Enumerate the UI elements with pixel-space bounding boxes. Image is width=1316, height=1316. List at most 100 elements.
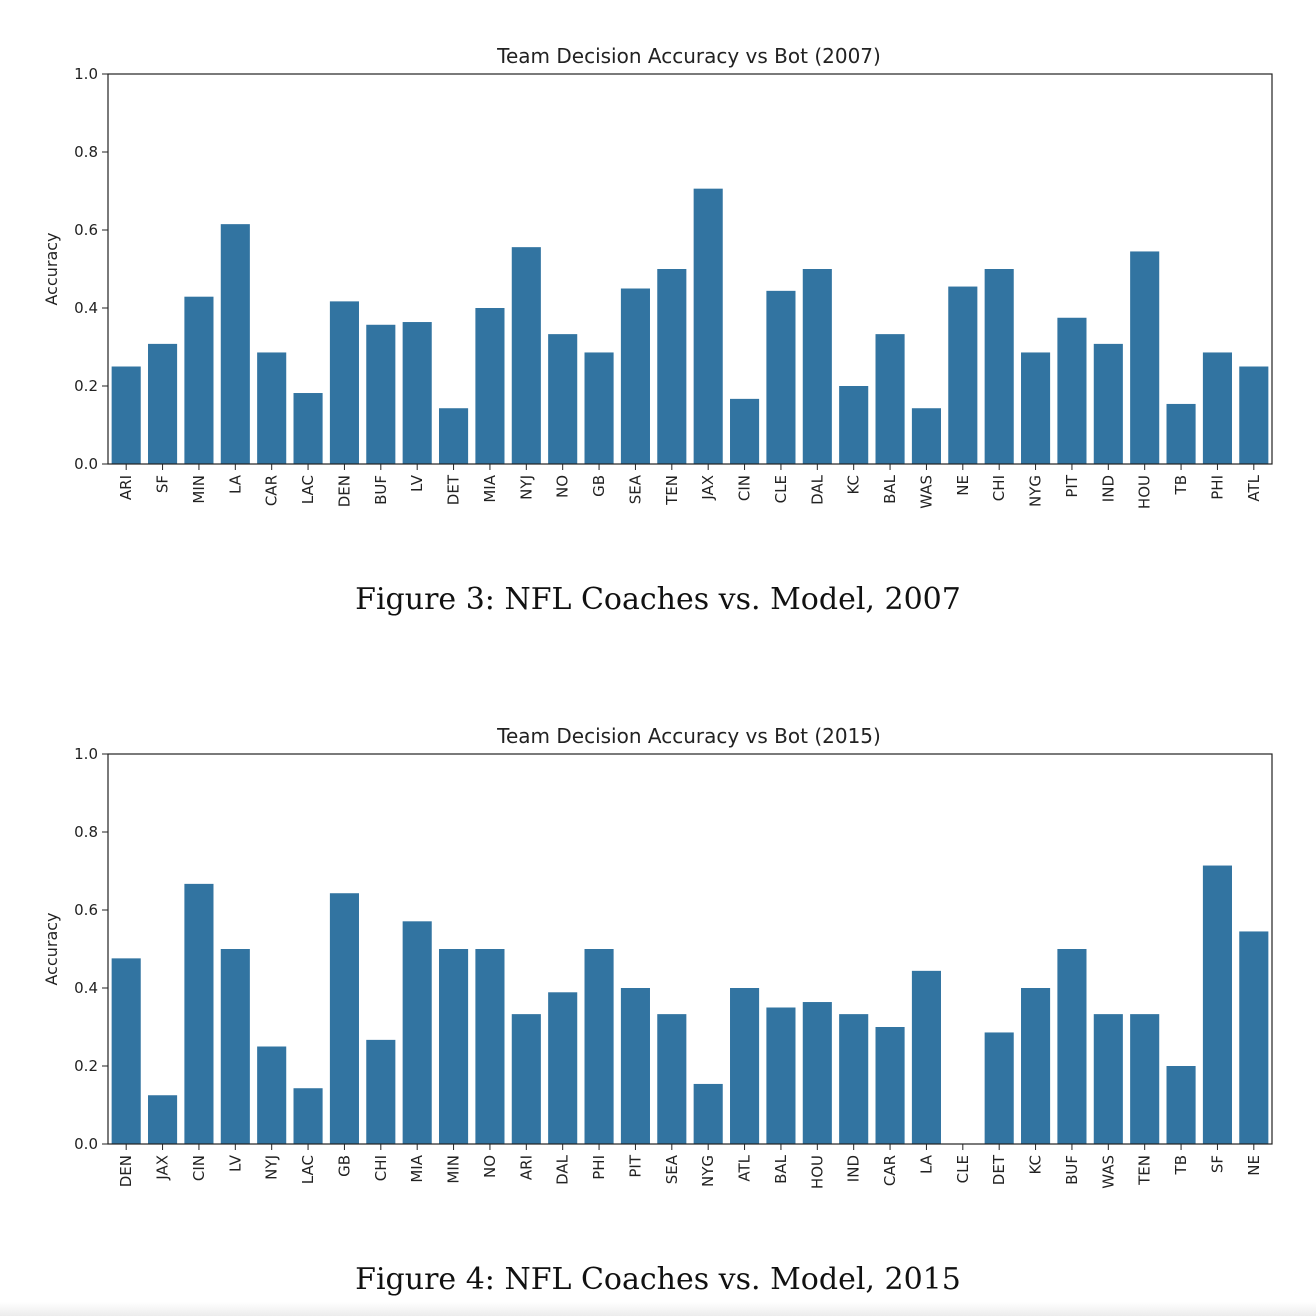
x-tick-label: CAR <box>881 1155 899 1186</box>
x-tick-label: CLE <box>954 1155 972 1183</box>
x-tick-label: PIT <box>1063 474 1081 497</box>
y-tick-label: 0.8 <box>74 143 98 161</box>
x-tick-label: KC <box>845 475 863 495</box>
x-tick-label: NYJ <box>263 1155 281 1180</box>
plot-area: 0.0 0.2 0.4 0.6 0.8 1.0 DEN JAX CIN LV NYJ LAC GB CHI… <box>74 745 1273 1189</box>
x-tick-label: MIN <box>190 475 208 504</box>
bar-den <box>329 301 359 464</box>
bar-atl <box>730 988 760 1144</box>
x-tick-label: BAL <box>772 1154 790 1184</box>
bar-la <box>911 970 941 1144</box>
x-tick-label: ATL <box>736 1154 754 1181</box>
x-tick-label: MIA <box>408 1154 426 1182</box>
bar-no <box>475 949 505 1144</box>
x-tick-label: LV <box>226 1154 244 1172</box>
x-tick-label: HOU <box>1136 475 1154 509</box>
y-tick-label: 0.0 <box>74 1135 98 1153</box>
bar-cle <box>766 290 796 464</box>
bar-hou <box>802 1002 832 1144</box>
bar-det <box>439 408 469 464</box>
x-tick-label: NE <box>954 475 972 496</box>
x-tick-label: GB <box>335 1155 353 1177</box>
bar-min <box>439 949 469 1144</box>
x-tick-label: NE <box>1245 1155 1263 1176</box>
y-tick-label: 0.4 <box>74 299 98 317</box>
x-tick-label: BAL <box>881 474 899 504</box>
x-tick-label: WAS <box>1099 1155 1117 1189</box>
x-tick-label: WAS <box>917 475 935 509</box>
x-tick-label: IND <box>845 1155 863 1182</box>
bar-ind <box>839 1014 869 1144</box>
x-tick-label: TEN <box>663 475 681 506</box>
bar-hou <box>1130 251 1160 464</box>
x-tick-label: CIN <box>736 475 754 501</box>
bar-ne <box>1239 931 1269 1144</box>
y-tick-label: 0.4 <box>74 979 98 997</box>
chart-title: Team Decision Accuracy vs Bot (2015) <box>496 724 881 748</box>
x-tick-label: TB <box>1172 1155 1190 1175</box>
bar-ten <box>1130 1014 1160 1144</box>
y-axis-label: Accuracy <box>42 912 61 985</box>
bar-bal <box>875 334 905 464</box>
chart-2007: Team Decision Accuracy vs Bot (2007) 0.0… <box>42 44 1273 509</box>
bar-lac <box>293 1088 323 1144</box>
x-tick-label: BUF <box>372 475 390 505</box>
x-tick-label: NYJ <box>517 475 535 500</box>
y-tick-label: 0.2 <box>74 377 98 395</box>
bar-tb <box>1166 1066 1196 1144</box>
bar-bal <box>766 1007 796 1144</box>
bar-phi <box>584 949 614 1144</box>
y-tick-label: 0.2 <box>74 1057 98 1075</box>
bar-buf <box>1057 949 1087 1144</box>
axes-frame <box>107 73 1273 465</box>
x-tick-label: DAL <box>808 474 826 505</box>
x-tick-label: CHI <box>990 475 1008 501</box>
x-tick-label: DET <box>990 1154 1008 1185</box>
x-tick-label: ATL <box>1245 474 1263 501</box>
x-tick-label: IND <box>1099 475 1117 502</box>
bar-cin <box>730 398 760 464</box>
x-tick-label: CHI <box>372 1155 390 1181</box>
y-tick-label: 0.8 <box>74 823 98 841</box>
x-tick-label: NO <box>481 1155 499 1178</box>
plot-area: 0.0 0.2 0.4 0.6 0.8 1.0 ARI SF MIN LA CAR LAC DEN BUF… <box>74 65 1273 509</box>
bar-dal <box>802 269 832 464</box>
bar-nyj <box>257 1046 287 1144</box>
bar-gb <box>584 352 614 464</box>
bar-tb <box>1166 403 1196 464</box>
axes-frame <box>107 753 1273 1145</box>
bar-ari <box>111 366 141 464</box>
bar-atl <box>1239 366 1269 464</box>
x-tick-label: PHI <box>1208 475 1226 500</box>
x-tick-label: PIT <box>626 1154 644 1177</box>
x-tick-label: LAC <box>299 1155 317 1184</box>
bar-chi <box>984 269 1014 464</box>
x-tick-label: ARI <box>517 1155 535 1180</box>
bar-nyg <box>693 1083 723 1144</box>
x-tick-label: SEA <box>626 474 644 504</box>
bar-min <box>184 296 214 464</box>
bar-lv <box>402 322 432 464</box>
x-tick-label: LA <box>226 474 244 494</box>
x-tick-label: MIA <box>481 474 499 502</box>
figure-caption: Figure 4: NFL Coaches vs. Model, 2015 <box>355 1262 961 1297</box>
bar-buf <box>366 324 396 464</box>
x-tick-label: PHI <box>590 1155 608 1180</box>
x-tick-label: KC <box>1027 1155 1045 1175</box>
x-tick-label: HOU <box>808 1155 826 1189</box>
bar-chi <box>366 1039 396 1144</box>
figure-caption: Figure 3: NFL Coaches vs. Model, 2007 <box>355 582 961 617</box>
bar-sf <box>148 343 178 464</box>
bar-gb <box>329 893 359 1144</box>
x-tick-label: LA <box>917 1154 935 1174</box>
bar-mia <box>402 921 432 1144</box>
x-tick-label: LAC <box>299 475 317 504</box>
y-tick-label: 0.0 <box>74 455 98 473</box>
bar-ind <box>1093 343 1123 464</box>
bar-la <box>220 224 250 464</box>
x-tick-label: GB <box>590 475 608 497</box>
x-tick-label: JAX <box>699 475 717 501</box>
bar-cin <box>184 883 214 1144</box>
bar-ari <box>511 1014 541 1144</box>
bar-kc <box>839 386 869 464</box>
